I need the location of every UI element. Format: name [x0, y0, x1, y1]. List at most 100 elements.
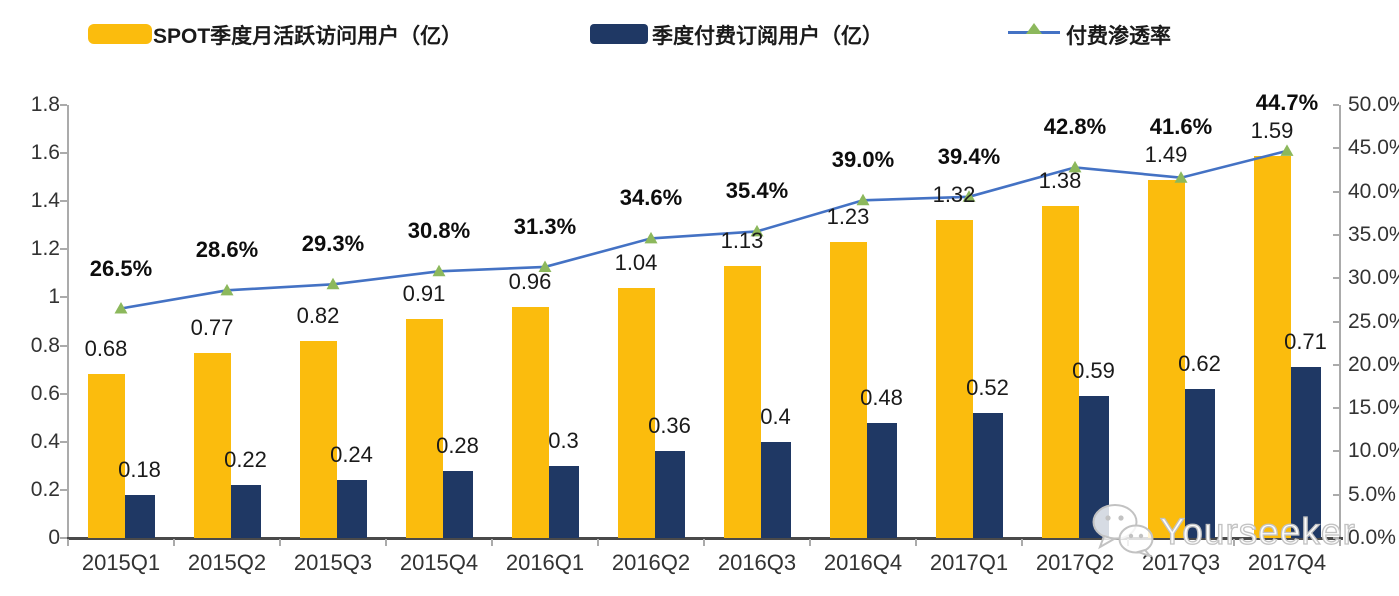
paid-bar [230, 485, 261, 538]
penetration-label: 41.6% [1149, 113, 1213, 139]
paid-value-label: 0.59 [1072, 358, 1115, 384]
penetration-label: 29.3% [301, 231, 365, 257]
mau-bar [193, 352, 231, 538]
x-axis-category-label: 2016Q2 [611, 550, 691, 575]
mau-value-label: 1.23 [826, 204, 870, 230]
left-axis-label: 1.8 [30, 93, 60, 116]
x-axis-category-label: 2016Q4 [823, 550, 903, 575]
paid-bar [124, 494, 155, 538]
mau-value-label: 1.49 [1144, 141, 1188, 167]
left-axis-tick [60, 248, 67, 251]
left-axis-label: 0.2 [30, 477, 60, 501]
right-axis-tick [1333, 450, 1339, 453]
mau-value-label: 1.13 [720, 228, 764, 254]
paid-bar [1184, 388, 1215, 538]
left-axis-tick [60, 392, 67, 395]
x-axis-category-label: 2015Q3 [293, 550, 373, 575]
x-axis-tick [1233, 539, 1235, 546]
left-axis-label: 1.6 [30, 141, 60, 165]
paid-value-label: 0.22 [224, 447, 267, 473]
left-axis-label: 0 [48, 526, 60, 549]
line-marker-triangle-icon [114, 302, 128, 314]
x-axis-category-label: 2016Q3 [717, 550, 797, 575]
left-axis-tick [60, 296, 67, 299]
right-axis-label: 0.0% [1348, 526, 1396, 549]
x-axis-category-label: 2015Q2 [187, 550, 267, 575]
paid-bar [336, 480, 367, 538]
paid-value-label: 0.62 [1178, 350, 1221, 376]
x-axis-tick [491, 539, 493, 546]
right-axis-label: 5.0% [1348, 482, 1396, 506]
line-marker-triangle-icon [432, 264, 446, 277]
paid-value-label: 0.4 [760, 403, 791, 429]
paid-value-label: 0.3 [548, 427, 579, 453]
mau-value-label: 1.38 [1038, 168, 1082, 194]
right-axis-tick [1333, 407, 1339, 410]
x-axis-tick [279, 539, 281, 546]
right-axis-tick [1333, 233, 1339, 236]
wechat-icon [1090, 501, 1156, 562]
x-axis-tick [173, 539, 175, 546]
right-axis-label: 45.0% [1348, 136, 1399, 160]
x-axis-tick [597, 539, 599, 546]
mau-value-label: 0.68 [84, 336, 128, 362]
left-axis-tick [60, 344, 67, 347]
left-axis-tick [60, 152, 67, 155]
paid-bar [1290, 367, 1321, 538]
paid-bar-swatch-icon [590, 24, 648, 44]
mau-value-label: 1.04 [614, 249, 658, 275]
right-axis-tick [1333, 147, 1339, 150]
right-axis-line [1339, 105, 1341, 538]
paid-value-label: 0.48 [860, 384, 903, 410]
paid-value-label: 0.52 [966, 374, 1009, 400]
mau-bar [299, 340, 337, 538]
paid-bar [760, 441, 791, 538]
paid-value-label: 0.71 [1284, 329, 1327, 355]
line-marker-triangle-icon [220, 283, 234, 296]
legend-item-mau: SPOT季度月活跃访问用户（亿） [153, 25, 463, 48]
left-axis-tick [60, 537, 67, 539]
x-axis-category-label: 2015Q4 [399, 550, 479, 575]
legend-item-penetration: 付费渗透率 [1066, 25, 1171, 48]
mau-value-label: 0.96 [508, 269, 552, 295]
penetration-label: 31.3% [513, 213, 577, 239]
paid-value-label: 0.28 [436, 432, 479, 458]
left-axis-label: 0.4 [30, 429, 60, 453]
mau-value-label: 0.82 [296, 302, 340, 328]
paid-bar [442, 470, 473, 538]
paid-bar [972, 412, 1003, 538]
x-axis-line [66, 537, 1343, 540]
penetration-label: 39.0% [831, 147, 895, 173]
right-axis-label: 40.0% [1348, 179, 1399, 203]
penetration-label: 42.8% [1043, 114, 1107, 140]
right-axis-tick [1333, 363, 1339, 366]
left-axis-tick [60, 440, 67, 443]
penetration-label: 34.6% [619, 185, 683, 211]
penetration-label: 28.6% [195, 237, 259, 263]
left-axis-tick [60, 104, 67, 106]
right-axis-label: 50.0% [1348, 93, 1399, 116]
right-axis-tick [1333, 190, 1339, 193]
left-axis-tick [60, 488, 67, 491]
line-marker-triangle-icon [1280, 144, 1294, 156]
mau-value-label: 0.77 [190, 314, 234, 340]
left-axis-label: 1.2 [30, 237, 60, 261]
watermark-text: Yourseeker [1159, 510, 1356, 552]
penetration-label: 44.7% [1255, 89, 1319, 115]
paid-value-label: 0.24 [330, 442, 373, 468]
mau-bar [617, 287, 655, 538]
left-axis-label: 1 [48, 285, 60, 309]
x-axis-tick [385, 539, 387, 546]
penetration-label: 39.4% [937, 143, 1001, 169]
right-axis-tick [1333, 277, 1339, 280]
paid-bar [654, 451, 685, 538]
x-axis-tick [67, 539, 69, 546]
x-axis-tick [1339, 539, 1341, 546]
mau-value-label: 1.32 [932, 182, 976, 208]
left-axis-label: 1.4 [30, 189, 60, 213]
left-axis-label: 0.8 [30, 333, 60, 357]
paid-bar [866, 422, 897, 538]
line-marker-triangle-icon [326, 277, 340, 290]
penetration-label: 26.5% [89, 255, 153, 281]
right-axis-label: 20.0% [1348, 352, 1399, 376]
